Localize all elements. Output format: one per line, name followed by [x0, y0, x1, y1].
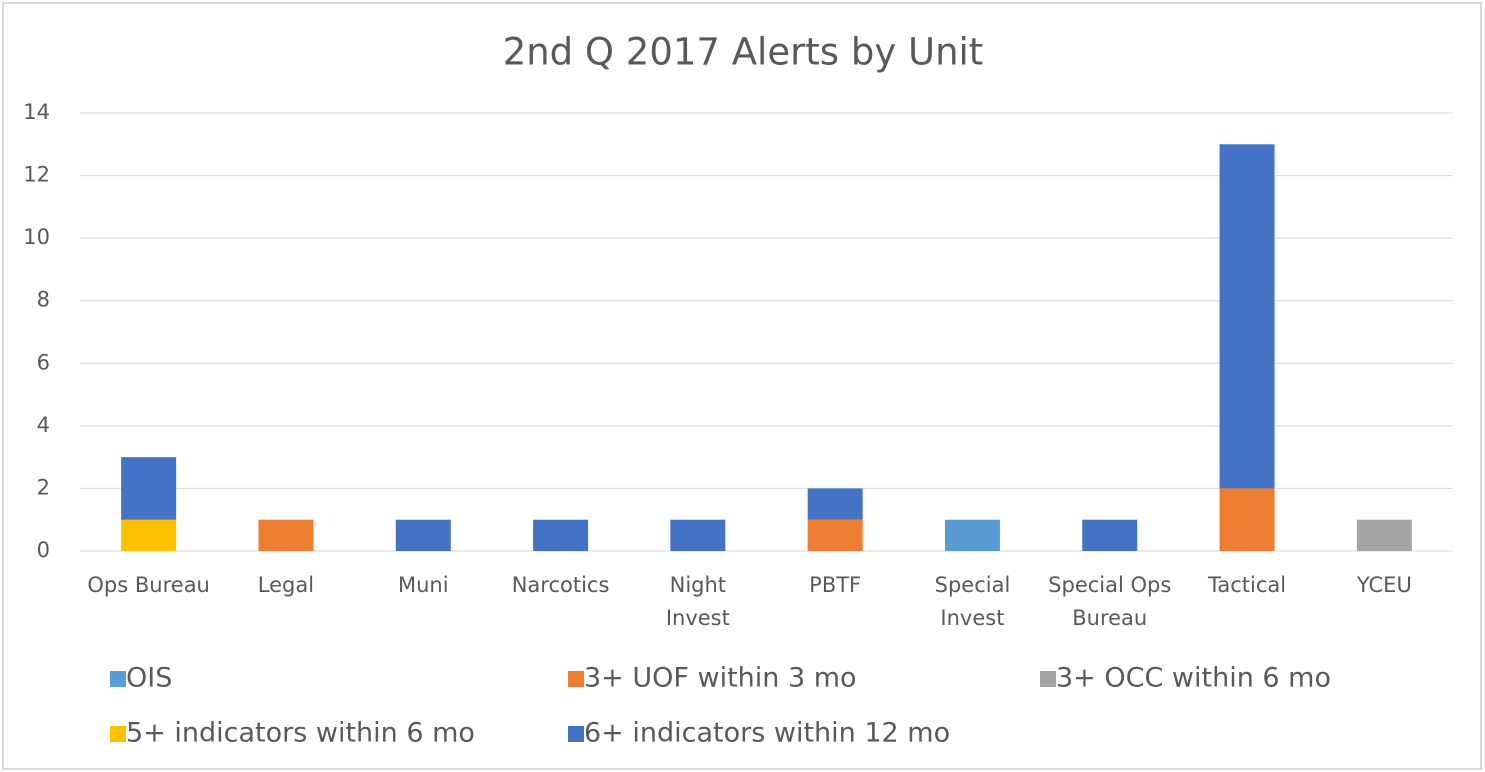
- bar-segment: [807, 488, 863, 520]
- legend-swatch: [568, 726, 584, 742]
- x-tick-label: Muni: [397, 573, 449, 597]
- bar-segment: [1219, 144, 1275, 489]
- x-tick-label: YCEU: [1356, 573, 1412, 597]
- bar-segment: [1356, 519, 1412, 551]
- x-tick-label: Special Invest: [934, 573, 1011, 630]
- x-tick-label: Narcotics: [511, 573, 610, 597]
- y-tick-label: 14: [23, 100, 50, 124]
- bar-segment: [258, 519, 314, 551]
- legend-label: 5+ indicators within 6 mo: [126, 718, 475, 749]
- bar-segment: [121, 457, 177, 520]
- y-tick-label: 12: [23, 163, 50, 187]
- bar-segment: [670, 519, 726, 551]
- y-tick-label: 10: [23, 225, 50, 249]
- legend-swatch: [110, 726, 126, 742]
- y-tick-label: 8: [37, 288, 50, 312]
- legend-swatch: [568, 671, 584, 687]
- x-tick-label: Ops Bureau: [87, 573, 210, 597]
- bar-segment: [1082, 519, 1138, 551]
- y-tick-label: 0: [37, 538, 50, 562]
- legend-label: OIS: [126, 663, 172, 694]
- x-tick-label: PBTF: [809, 573, 862, 597]
- y-tick-label: 6: [37, 350, 50, 374]
- y-tick-label: 4: [37, 413, 50, 437]
- chart-title: 2nd Q 2017 Alerts by Unit: [503, 31, 984, 74]
- bar-segment: [533, 519, 589, 551]
- x-tick-label: Special Ops Bureau: [1048, 573, 1172, 630]
- x-tick-label: Legal: [257, 573, 315, 597]
- legend-swatch: [110, 671, 126, 687]
- legend-label: 6+ indicators within 12 mo: [584, 718, 950, 749]
- y-tick-label: 2: [37, 475, 50, 499]
- bar-segment: [395, 519, 451, 551]
- bar-segment: [121, 519, 177, 551]
- bar-segment: [807, 519, 863, 551]
- legend-swatch: [1040, 671, 1056, 687]
- bar-segment: [1219, 488, 1275, 551]
- bar-segment: [944, 519, 1000, 551]
- legend-label: 3+ OCC within 6 mo: [1056, 663, 1331, 694]
- legend-label: 3+ UOF within 3 mo: [584, 663, 857, 694]
- x-tick-label: Tactical: [1207, 573, 1287, 597]
- x-tick-label: Night Invest: [665, 573, 730, 630]
